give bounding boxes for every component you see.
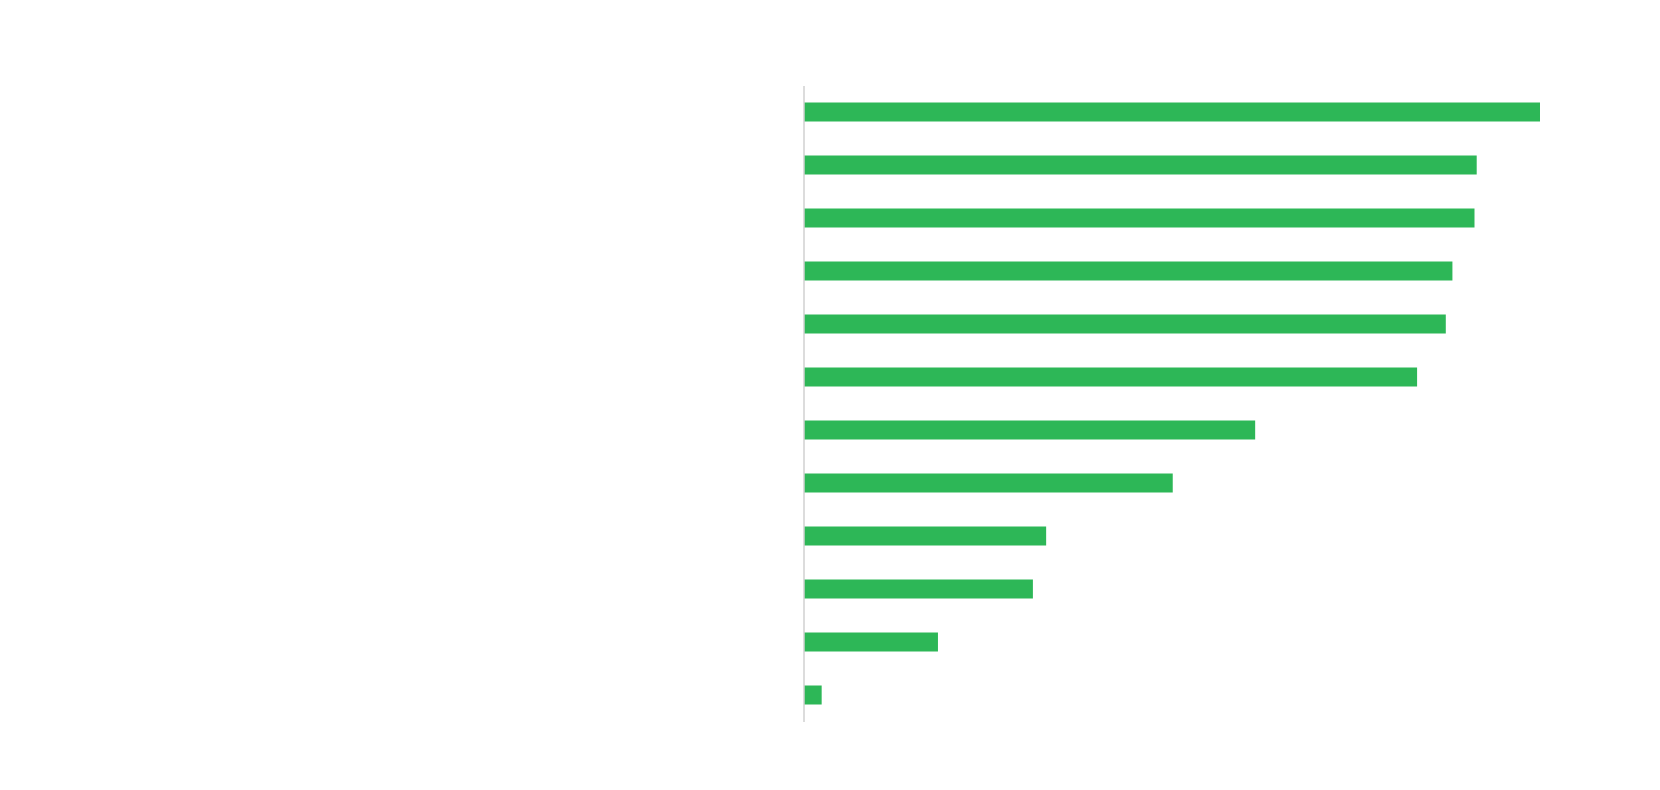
bar-8 <box>804 473 1173 493</box>
bar-9 <box>804 526 1047 546</box>
bar-3 <box>804 208 1475 228</box>
bar-11 <box>804 632 938 652</box>
bar-group <box>804 102 1540 705</box>
bar-10 <box>804 579 1033 599</box>
bar-12 <box>804 685 822 705</box>
bar-1 <box>804 102 1540 122</box>
bar-4 <box>804 261 1453 281</box>
bar-7 <box>804 420 1256 440</box>
bar-5 <box>804 314 1446 334</box>
bar-2 <box>804 155 1477 175</box>
bar-6 <box>804 367 1418 387</box>
